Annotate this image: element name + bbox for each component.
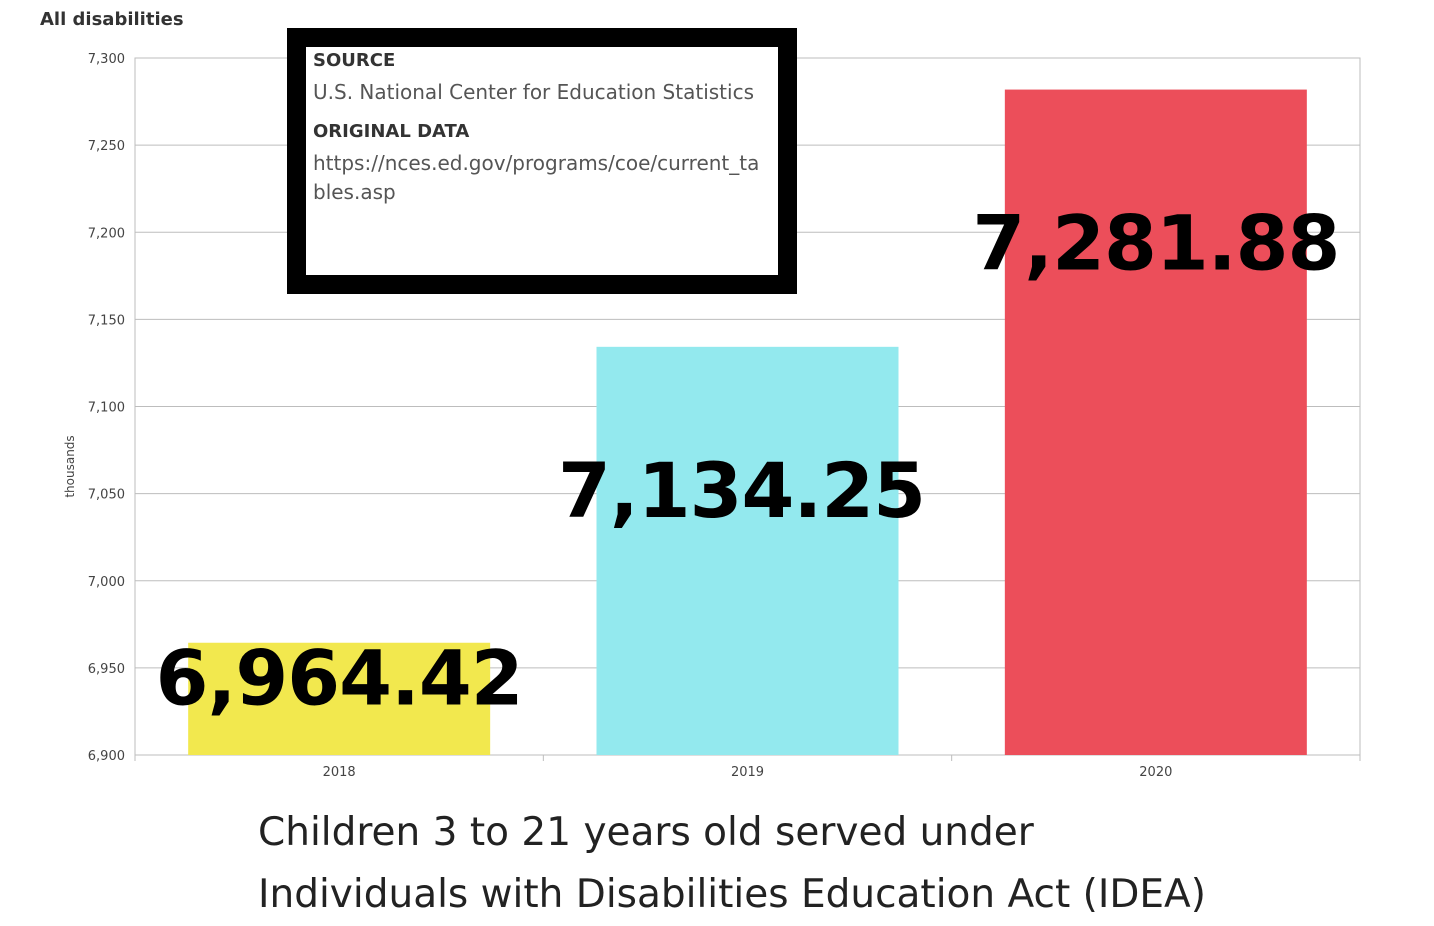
source-info-box: SOURCE U.S. National Center for Educatio… bbox=[287, 28, 797, 294]
y-tick-label: 7,100 bbox=[88, 401, 125, 416]
y-tick-label: 7,050 bbox=[88, 488, 125, 503]
y-tick-label: 7,300 bbox=[88, 52, 125, 67]
original-data-url[interactable]: https://nces.ed.gov/programs/coe/current… bbox=[313, 151, 760, 204]
source-label: SOURCE bbox=[313, 50, 396, 71]
chart-category-title: All disabilities bbox=[40, 9, 184, 30]
y-tick-label: 6,950 bbox=[88, 662, 125, 677]
x-tick-label: 2019 bbox=[731, 765, 764, 780]
y-tick-label: 7,250 bbox=[88, 139, 125, 154]
data-label: 7,134.25 bbox=[558, 446, 925, 535]
x-tick-label: 2020 bbox=[1139, 765, 1172, 780]
bar-2020 bbox=[1004, 89, 1307, 755]
caption-line-1: Children 3 to 21 years old served under bbox=[258, 810, 1034, 855]
caption-line-2: Individuals with Disabilities Education … bbox=[258, 872, 1206, 917]
y-tick-label: 7,000 bbox=[88, 575, 125, 590]
x-tick-label: 2018 bbox=[323, 765, 356, 780]
data-label: 7,281.88 bbox=[972, 199, 1339, 288]
y-axis-label: thousands bbox=[63, 435, 77, 497]
source-text: U.S. National Center for Education Stati… bbox=[313, 80, 754, 104]
data-label: 6,964.42 bbox=[156, 634, 523, 723]
original-data-label: ORIGINAL DATA bbox=[313, 121, 470, 142]
bar-2018 bbox=[188, 642, 491, 755]
y-tick-label: 6,900 bbox=[88, 749, 125, 764]
bar-2019 bbox=[596, 346, 899, 755]
chart-caption: Children 3 to 21 years old served under … bbox=[258, 802, 1358, 926]
y-tick-label: 7,150 bbox=[88, 313, 125, 328]
y-tick-label: 7,200 bbox=[88, 226, 125, 241]
